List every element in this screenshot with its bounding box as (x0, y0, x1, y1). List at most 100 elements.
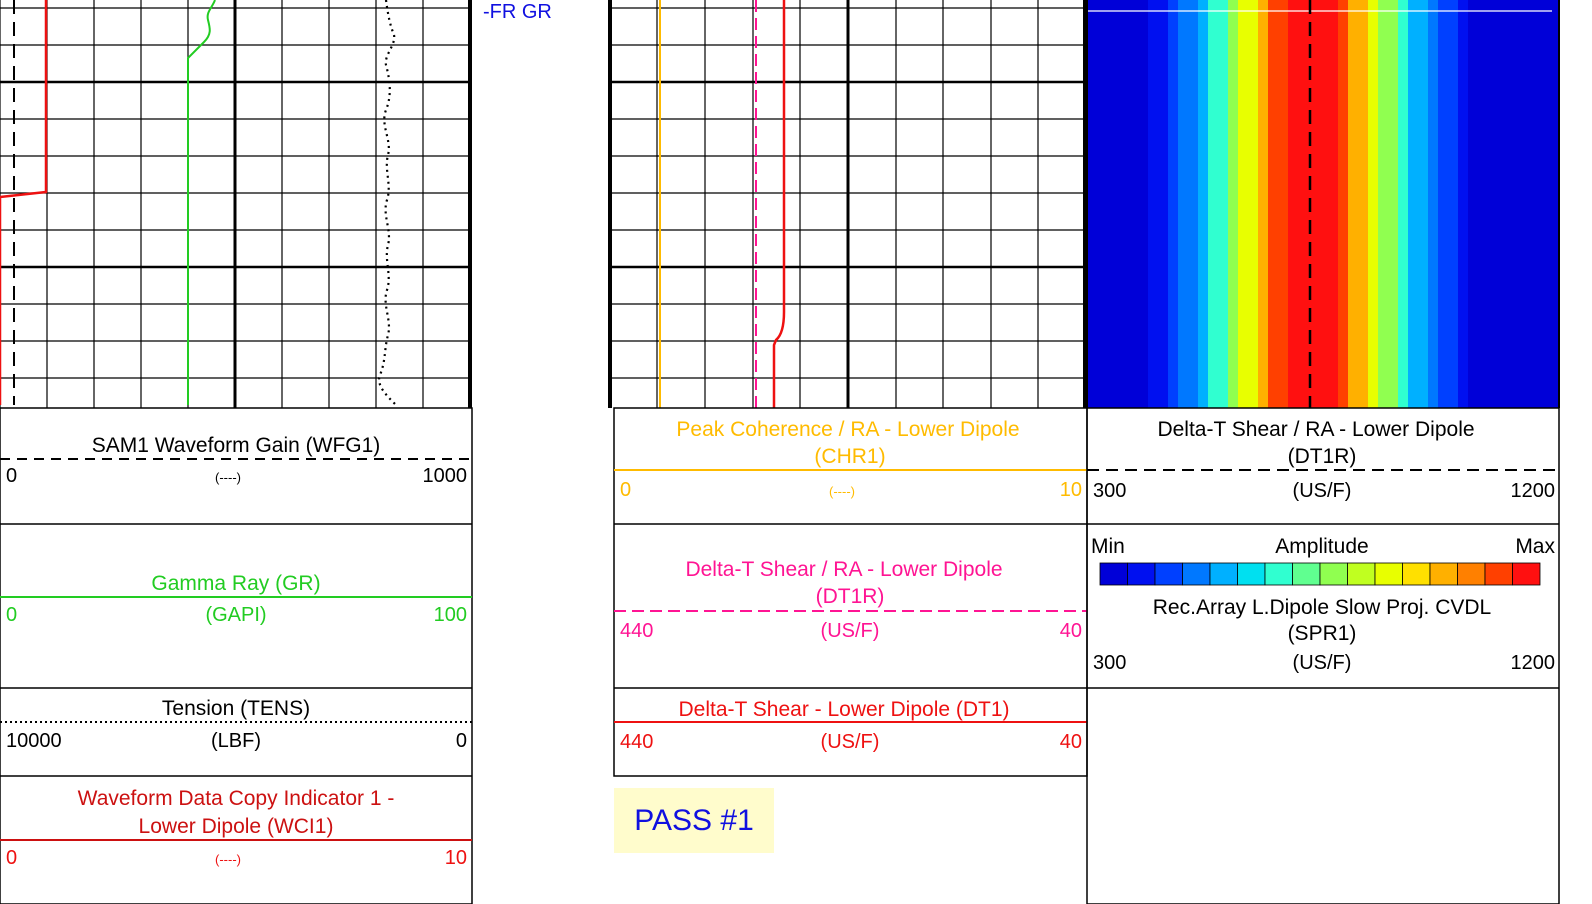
heatmap-band (1488, 0, 1499, 408)
colorbar-swatch (1264, 562, 1293, 586)
chr1-title-line2: (CHR1) (814, 445, 885, 468)
dt1r-right-left: 300 (1093, 480, 1126, 502)
dt1r-right-right: 1200 (1511, 480, 1556, 502)
heatmap-band (1118, 0, 1129, 408)
heatmap-band (1438, 0, 1449, 408)
wci1-right: 10 (445, 847, 467, 869)
heatmap-band (1298, 0, 1309, 408)
left-legend: SAM1 Waveform Gain (WFG1) 0 (----) 1000 … (0, 407, 473, 904)
wci1-curve (0, 0, 48, 405)
chr1-title-line1: Peak Coherence / RA - Lower Dipole (676, 418, 1019, 441)
colorbar-swatch (1402, 562, 1431, 586)
colorbar-swatch (1209, 562, 1238, 586)
amplitude-max: Max (1515, 535, 1555, 558)
dt1r-mid-unit: (US/F) (821, 620, 880, 642)
amplitude-colorbar (1099, 562, 1541, 586)
dt1-curve (772, 0, 786, 408)
center-track-curves (659, 0, 786, 408)
heatmap-band (1548, 0, 1559, 408)
spr1-left: 300 (1093, 652, 1126, 674)
heatmap-band (1408, 0, 1419, 408)
wci1-left: 0 (6, 847, 17, 869)
right-legend: Delta-T Shear / RA - Lower Dipole (DT1R)… (1086, 407, 1560, 904)
heatmap-band (1188, 0, 1199, 408)
dt1r-right-unit: (US/F) (1293, 480, 1352, 502)
heatmap-band (1238, 0, 1249, 408)
heatmap-band (1198, 0, 1209, 408)
spr1-unit: (US/F) (1293, 652, 1352, 674)
colorbar-swatch (1182, 562, 1211, 586)
dt1r-mid-title-line1: Delta-T Shear / RA - Lower Dipole (685, 558, 1002, 581)
colorbar-swatch (1127, 562, 1156, 586)
heatmap-band (1498, 0, 1509, 408)
heatmap-band (1478, 0, 1489, 408)
dt1-title: Delta-T Shear - Lower Dipole (DT1) (678, 698, 1009, 721)
dt1-right: 40 (1060, 731, 1082, 753)
heatmap-band (1358, 0, 1369, 408)
heatmap-band (1528, 0, 1539, 408)
chr1-left: 0 (620, 479, 631, 501)
gr-curve (187, 0, 216, 405)
dt1r-mid-right: 40 (1060, 620, 1082, 642)
colorbar-swatch (1099, 562, 1128, 586)
heatmap-band (1208, 0, 1219, 408)
heatmap-band (1378, 0, 1389, 408)
heatmap-band (1268, 0, 1279, 408)
heatmap-band (1158, 0, 1169, 408)
spr1-title-line1: Rec.Array L.Dipole Slow Proj. CVDL (1153, 596, 1491, 619)
tens-unit: (LBF) (211, 730, 261, 752)
tens-right: 0 (456, 730, 467, 752)
tens-left: 10000 (6, 730, 62, 752)
wfg1-left: 0 (6, 465, 17, 487)
heatmap-band (1328, 0, 1339, 408)
heatmap-band (1138, 0, 1149, 408)
heatmap-band (1288, 0, 1299, 408)
heatmap-band (1418, 0, 1429, 408)
colorbar-swatch (1292, 562, 1321, 586)
heatmap-band (1398, 0, 1409, 408)
heatmap-band (1468, 0, 1479, 408)
heatmap-band (1088, 0, 1099, 408)
heatmap-band (1308, 0, 1319, 408)
dt1r-mid-title-line2: (DT1R) (816, 585, 885, 608)
heatmap-band (1318, 0, 1329, 408)
colorbar-swatch (1374, 562, 1403, 586)
left-track-curves (0, 0, 397, 406)
spr1-title-line2: (SPR1) (1288, 622, 1357, 645)
colorbar-swatch (1457, 562, 1486, 586)
heatmap-band (1248, 0, 1259, 408)
heatmap-band (1108, 0, 1119, 408)
colorbar-swatch (1237, 562, 1266, 586)
heatmap-band (1428, 0, 1439, 408)
left-track-grid (0, 0, 470, 408)
heatmap-band (1348, 0, 1359, 408)
heatmap-band (1278, 0, 1289, 408)
colorbar-swatch (1429, 562, 1458, 586)
center-legend: Peak Coherence / RA - Lower Dipole (CHR1… (613, 407, 1088, 777)
dt1r-right-title-line2: (DT1R) (1288, 445, 1357, 468)
heatmap-band (1518, 0, 1529, 408)
heatmap-band (1128, 0, 1139, 408)
chr1-right: 10 (1060, 479, 1082, 501)
wci1-title-line2: Lower Dipole (WCI1) (139, 815, 334, 838)
center-track-grid (610, 0, 1085, 408)
wfg1-right: 1000 (423, 465, 468, 487)
heatmap-band (1538, 0, 1549, 408)
dt1r-mid-left: 440 (620, 620, 653, 642)
spr1-heatmap (1088, 0, 1559, 408)
heatmap-band (1368, 0, 1379, 408)
colorbar-swatch (1347, 562, 1376, 586)
wfg1-unit: (----) (215, 470, 241, 485)
tens-title: Tension (TENS) (162, 697, 310, 720)
heatmap-band (1388, 0, 1399, 408)
heatmap-band (1218, 0, 1229, 408)
wfg1-title: SAM1 Waveform Gain (WFG1) (92, 434, 381, 457)
amplitude-min: Min (1091, 535, 1125, 558)
amplitude-title: Amplitude (1275, 535, 1368, 558)
dt1-left: 440 (620, 731, 653, 753)
colorbar-swatch (1484, 562, 1513, 586)
colorbar-swatch (1154, 562, 1183, 586)
heatmap-band (1448, 0, 1459, 408)
chr1-unit: (----) (829, 484, 855, 499)
